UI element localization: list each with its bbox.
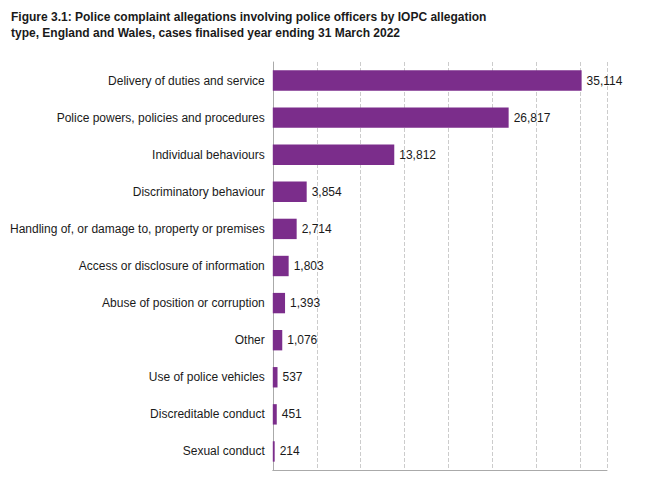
svg-text:537: 537 bbox=[283, 370, 303, 384]
svg-text:13,812: 13,812 bbox=[399, 148, 436, 162]
svg-text:Handling of, or damage to, pro: Handling of, or damage to, property or p… bbox=[10, 222, 265, 236]
svg-text:3,854: 3,854 bbox=[312, 185, 342, 199]
svg-text:451: 451 bbox=[282, 407, 302, 421]
svg-text:type, England and Wales, cases: type, England and Wales, cases finalised… bbox=[11, 26, 400, 40]
svg-text:Figure 3.1: Police complaint a: Figure 3.1: Police complaint allegations… bbox=[11, 10, 486, 24]
svg-text:Access or disclosure of inform: Access or disclosure of information bbox=[79, 259, 265, 273]
svg-text:2,714: 2,714 bbox=[302, 222, 332, 236]
svg-text:Abuse of position or corruptio: Abuse of position or corruption bbox=[102, 296, 265, 310]
svg-text:35,114: 35,114 bbox=[587, 74, 623, 88]
svg-text:Other: Other bbox=[235, 333, 265, 347]
svg-text:Delivery of duties and service: Delivery of duties and service bbox=[108, 74, 265, 88]
svg-text:Police powers, policies and pr: Police powers, policies and procedures bbox=[57, 111, 265, 125]
svg-text:1,393: 1,393 bbox=[290, 296, 320, 310]
svg-text:1,803: 1,803 bbox=[294, 259, 324, 273]
svg-text:26,817: 26,817 bbox=[514, 111, 551, 125]
svg-text:Discreditable conduct: Discreditable conduct bbox=[150, 407, 265, 421]
svg-text:Use of police vehicles: Use of police vehicles bbox=[149, 370, 265, 384]
svg-text:214: 214 bbox=[280, 444, 300, 458]
svg-text:Discriminatory behaviour: Discriminatory behaviour bbox=[133, 185, 265, 199]
svg-text:1,076: 1,076 bbox=[287, 333, 317, 347]
svg-text:Individual behaviours: Individual behaviours bbox=[152, 148, 265, 162]
svg-text:Sexual conduct: Sexual conduct bbox=[183, 444, 266, 458]
